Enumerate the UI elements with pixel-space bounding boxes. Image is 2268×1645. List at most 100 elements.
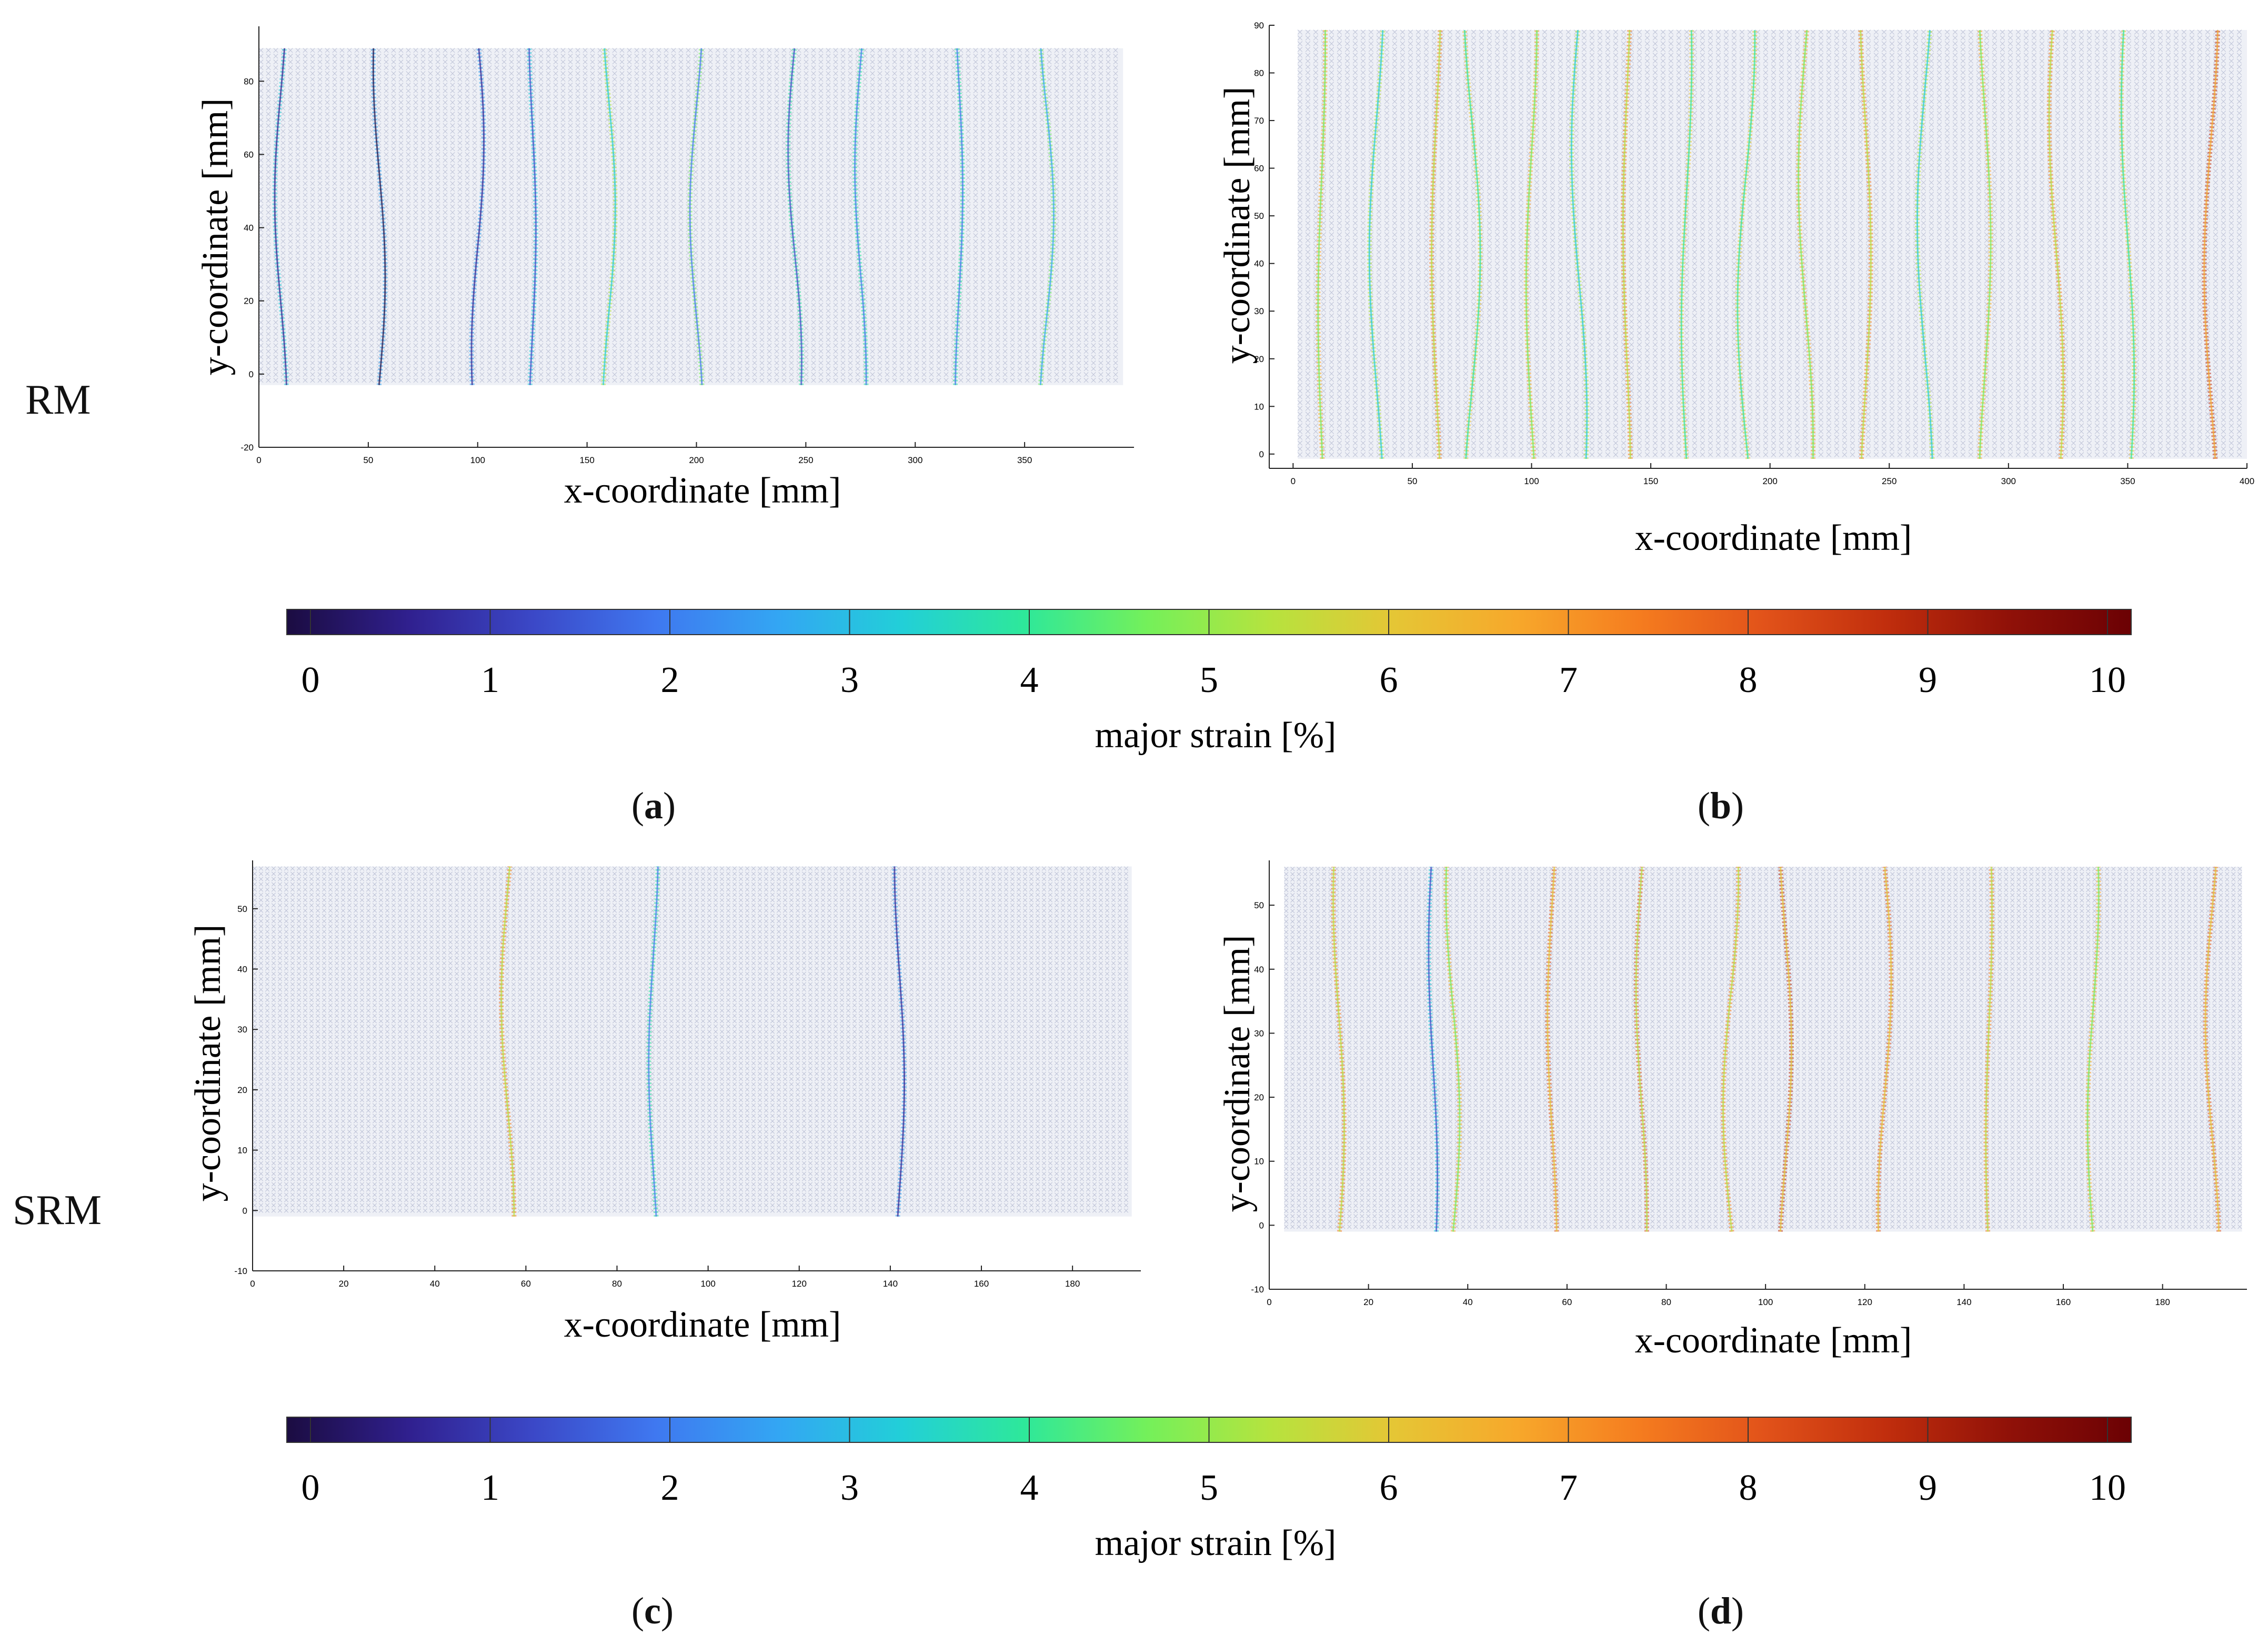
colorbar-2-tick-label: 9 xyxy=(1919,1468,1937,1508)
panel-d-strain-band-core xyxy=(1722,867,1740,1232)
panel-b-x-tick-label: 0 xyxy=(1291,476,1296,486)
caption-a-letter: a xyxy=(644,785,663,827)
panel-b-strain-band-core xyxy=(1368,30,1384,459)
panel-d-x-tick-label: 40 xyxy=(1463,1297,1473,1307)
colorbar-1-tick-label: 0 xyxy=(302,660,320,700)
panel-d-strain-band-core xyxy=(1332,867,1345,1232)
panel-d-xlabel: x-coordinate [mm] xyxy=(1635,1320,1912,1361)
colorbar-2-tick-label: 3 xyxy=(840,1468,859,1508)
panel-a-strain-band-core xyxy=(955,48,964,385)
panel-b-strain-band-core xyxy=(1798,29,1814,459)
panel-c-strain-band-core xyxy=(500,866,515,1217)
panel-d-strain-band-core xyxy=(1445,867,1461,1232)
caption-a: (a) xyxy=(631,785,676,827)
panel-b-x-tick-label: 50 xyxy=(1407,476,1417,486)
panel-b-x-tick-label: 400 xyxy=(2240,476,2254,486)
panel-c-ylabel: y-coordinate [mm] xyxy=(188,925,228,1202)
panel-b-strain-band-core xyxy=(1317,30,1326,459)
panel-b-strain-band-core xyxy=(1525,30,1538,459)
panel-b-x-tick-label: 200 xyxy=(1762,476,1777,486)
panel-d-x-tick-label: 120 xyxy=(1858,1297,1872,1307)
panel-d-x-tick-label: 180 xyxy=(2155,1297,2170,1307)
caption-b: (b) xyxy=(1698,785,1744,827)
colorbar-1-tick-label: 7 xyxy=(1559,660,1578,700)
colorbar-1-tick-label: 3 xyxy=(840,660,859,700)
panel-b-x-tick-label: 150 xyxy=(1643,476,1658,486)
colorbar-1: 0 1 2 3 4 5 6 7 8 9 10 major strain [%] xyxy=(286,609,2132,756)
panel-c-y-tick-label: 10 xyxy=(237,1146,247,1156)
panel-a-x-tick-label: 150 xyxy=(579,455,594,465)
panel-a-y-tick-label: 60 xyxy=(244,149,254,159)
panel-c-x-tick-label: 120 xyxy=(792,1279,807,1289)
panel-b-strain-band-core xyxy=(1570,29,1588,459)
colorbar-2-tick-label: 10 xyxy=(2089,1468,2126,1508)
caption-c: (c) xyxy=(631,1590,674,1632)
colorbar-2-tick-label: 6 xyxy=(1380,1468,1398,1508)
colorbar-1-tick-label: 9 xyxy=(1919,660,1937,700)
panel-b-strain-band-core xyxy=(1430,30,1441,459)
panel-a-y-tick-label: -20 xyxy=(240,443,254,453)
panel-d-strain-band-core xyxy=(1779,867,1792,1232)
panel-b-strain-band-core xyxy=(1916,29,1933,459)
colorbar-1-tick-label: 6 xyxy=(1380,660,1398,700)
panel-b-strain-band-core xyxy=(2120,30,2135,459)
panel-a-strain-band-core xyxy=(787,48,803,385)
panel-a-strain-band-core xyxy=(689,48,703,385)
panel-a-ylabel: y-coordinate [mm] xyxy=(195,98,236,376)
colorbar-1-label: major strain [%] xyxy=(1095,715,1337,756)
panel-b-x-tick-label: 300 xyxy=(2001,476,2016,486)
panel-a-y-tick-label: 20 xyxy=(244,296,254,306)
panel-b-y-tick-label: 10 xyxy=(1254,402,1264,412)
panel-b-y-tick-label: 20 xyxy=(1254,354,1264,364)
panel-d-strain-band-core xyxy=(2204,867,2220,1232)
colorbar-2-tick-label: 1 xyxy=(481,1468,499,1508)
caption-d: (d) xyxy=(1698,1590,1744,1632)
panel-a-strain-band-core xyxy=(603,48,616,385)
panel-c-y-tick-label: 0 xyxy=(243,1206,247,1216)
colorbar-2-label: major strain [%] xyxy=(1095,1523,1337,1563)
panel-b-x-tick-label: 250 xyxy=(1882,476,1896,486)
panel-a-y-tick-label: 80 xyxy=(244,76,254,86)
panel-b-y-tick-label: 40 xyxy=(1254,259,1264,269)
panel-d-strain-band-core xyxy=(1877,867,1892,1232)
panel-d-ylabel: y-coordinate [mm] xyxy=(1217,935,1258,1212)
colorbar-2: 0 1 2 3 4 5 6 7 8 9 10 major strain [%] xyxy=(286,1417,2132,1563)
panel-c-xlabel: x-coordinate [mm] xyxy=(564,1305,841,1345)
panel-b-y-tick-label: 30 xyxy=(1254,306,1264,316)
panel-b-plot: 0 50 100 150 200 250 300 350 400 0 10 20 30 40 50 60 70 8… xyxy=(1217,21,2254,558)
panel-b-ylabel: y-coordinate [mm] xyxy=(1217,87,1258,364)
panel-b-strain-band-core xyxy=(2048,29,2064,459)
panel-d-y-tick-label: 20 xyxy=(1254,1092,1264,1102)
panel-a-y-tick-label: 40 xyxy=(244,223,254,233)
panel-c-x-tick-label: 100 xyxy=(700,1279,715,1289)
panel-d-y-tick-label: -10 xyxy=(1251,1285,1264,1295)
panel-b-strain-band-core xyxy=(1860,30,1872,459)
panel-d-x-tick-label: 140 xyxy=(1956,1297,1971,1307)
panel-d-field-markers xyxy=(1284,867,2242,1229)
colorbar-1-tick-label: 4 xyxy=(1020,660,1039,700)
panel-c-x-tick-label: 60 xyxy=(521,1279,531,1289)
panel-d-x-tick-label: 20 xyxy=(1363,1297,1373,1307)
panel-a-strain-band-core xyxy=(528,48,537,385)
panel-d-y-tick-label: 0 xyxy=(1259,1220,1264,1230)
panel-d-x-tick-label: 160 xyxy=(2056,1297,2071,1307)
panel-b-x-tick-label: 100 xyxy=(1524,476,1539,486)
panel-d-y-tick-label: 30 xyxy=(1254,1028,1264,1038)
panel-a-strain-band-core xyxy=(470,48,485,385)
panel-d-strain-band-core xyxy=(1428,867,1439,1232)
colorbar-2-tick-label: 5 xyxy=(1200,1468,1218,1508)
panel-a-x-tick-label: 100 xyxy=(470,455,485,465)
panel-b-xlabel: x-coordinate [mm] xyxy=(1635,518,1912,558)
colorbar-1-ticks: 0 1 2 3 4 5 6 7 8 9 10 xyxy=(302,609,2126,700)
colorbar-2-tick-label: 0 xyxy=(302,1468,320,1508)
colorbar-2-ticks: 0 1 2 3 4 5 6 7 8 9 10 xyxy=(302,1417,2126,1508)
colorbar-2-tick-label: 7 xyxy=(1559,1468,1578,1508)
panel-a-strain-band-core xyxy=(1039,48,1055,385)
colorbar-1-tick-label: 8 xyxy=(1739,660,1758,700)
panel-b-axes: 0 50 100 150 200 250 300 350 400 0 10 20 30 40 50 60 70 8… xyxy=(1254,21,2254,486)
panel-b-y-tick-label: 90 xyxy=(1254,21,1264,31)
